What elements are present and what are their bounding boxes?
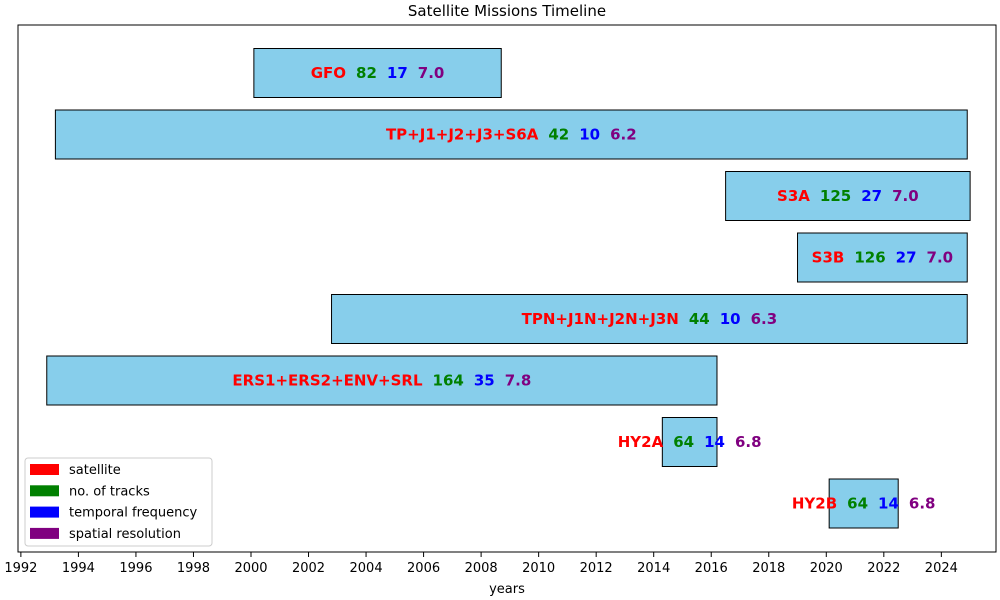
mission-bar [725, 171, 971, 221]
mission-resolution-label: 6.8 [909, 495, 936, 513]
x-tick-label: 2016 [695, 561, 728, 576]
mission-satellite-label: ERS1+ERS2+ENV+SRL [232, 372, 423, 390]
mission-tracks-label: 125 [820, 187, 851, 205]
legend-swatch [30, 464, 59, 475]
x-tick-label: 2022 [867, 561, 900, 576]
x-tick-label: 1994 [62, 561, 95, 576]
mission-frequency-label: 10 [720, 310, 741, 328]
legend-swatch [30, 527, 59, 539]
mission-bar [253, 48, 502, 98]
mission-bar [46, 355, 718, 406]
mission-resolution-label: 7.8 [505, 372, 532, 390]
x-tick-label: 2012 [580, 561, 613, 576]
mission-resolution-label: 7.0 [927, 249, 954, 267]
x-tick-label: 2020 [810, 561, 843, 576]
mission-frequency-label: 14 [704, 433, 725, 451]
bars-group: GFO 82 17 7.0 TP+J1+J2+J3+S6A 42 10 6.2 S3A 125 27… [46, 48, 971, 529]
x-tick-label: 2008 [465, 561, 498, 576]
x-tick-label: 2010 [522, 561, 555, 576]
mission-satellite-label: TPN+J1N+J2N+J3N [522, 310, 679, 328]
x-tick-label: 2024 [925, 561, 958, 576]
mission-tracks-label: 126 [854, 249, 885, 267]
mission-bar [661, 417, 718, 467]
legend: satellite no. of tracks temporal frequency… [24, 457, 213, 547]
mission-frequency-label: 27 [896, 249, 917, 267]
mission-tracks-label: 44 [689, 310, 710, 328]
x-tick-label: 2004 [350, 561, 383, 576]
mission-resolution-label: 7.0 [418, 64, 445, 82]
x-axis-label: years [489, 582, 525, 597]
mission-frequency-label: 27 [861, 187, 882, 205]
mission-bar [797, 232, 968, 283]
x-axis: 1992 1994 1996 1998 2000 2002 2004 2006 2008 2010… [4, 552, 958, 576]
mission-satellite-label: S3B [812, 249, 845, 267]
x-tick-label: 1992 [4, 561, 37, 576]
x-tick-label: 2018 [752, 561, 785, 576]
mission-frequency-label: 14 [878, 495, 899, 513]
mission-satellite-label: HY2B [792, 495, 837, 513]
mission-bar [331, 294, 968, 344]
mission-tracks-label: 164 [433, 372, 464, 390]
legend-label: no. of tracks [69, 484, 150, 499]
mission-bar [828, 478, 899, 529]
legend-label: temporal frequency [69, 506, 198, 521]
mission-resolution-label: 6.3 [751, 310, 778, 328]
mission-frequency-label: 35 [474, 372, 495, 390]
x-tick-label: 2002 [292, 561, 325, 576]
legend-label: spatial resolution [69, 527, 181, 542]
mission-resolution-label: 6.2 [610, 126, 637, 144]
plot-frame [17, 24, 997, 553]
chart-title: Satellite Missions Timeline [408, 2, 606, 20]
mission-tracks-label: 42 [548, 126, 569, 144]
mission-resolution-label: 7.0 [892, 187, 919, 205]
mission-satellite-label: GFO [311, 64, 346, 82]
mission-bar [54, 109, 968, 160]
legend-swatch [30, 485, 59, 497]
mission-frequency-label: 10 [579, 126, 600, 144]
mission-tracks-label: 64 [673, 433, 694, 451]
mission-tracks-label: 64 [847, 495, 868, 513]
x-tick-label: 2014 [637, 561, 670, 576]
x-tick-label: 1996 [119, 561, 152, 576]
x-tick-label: 1998 [177, 561, 210, 576]
legend-box [24, 457, 213, 547]
legend-label: satellite [69, 463, 121, 478]
legend-swatch [30, 506, 59, 518]
mission-frequency-label: 17 [387, 64, 408, 82]
mission-tracks-label: 82 [356, 64, 377, 82]
mission-resolution-label: 6.8 [735, 433, 762, 451]
x-tick-label: 2006 [407, 561, 440, 576]
mission-satellite-label: HY2A [618, 433, 664, 451]
x-tick-label: 2000 [234, 561, 267, 576]
mission-satellite-label: TP+J1+J2+J3+S6A [386, 126, 539, 144]
mission-satellite-label: S3A [777, 187, 810, 205]
